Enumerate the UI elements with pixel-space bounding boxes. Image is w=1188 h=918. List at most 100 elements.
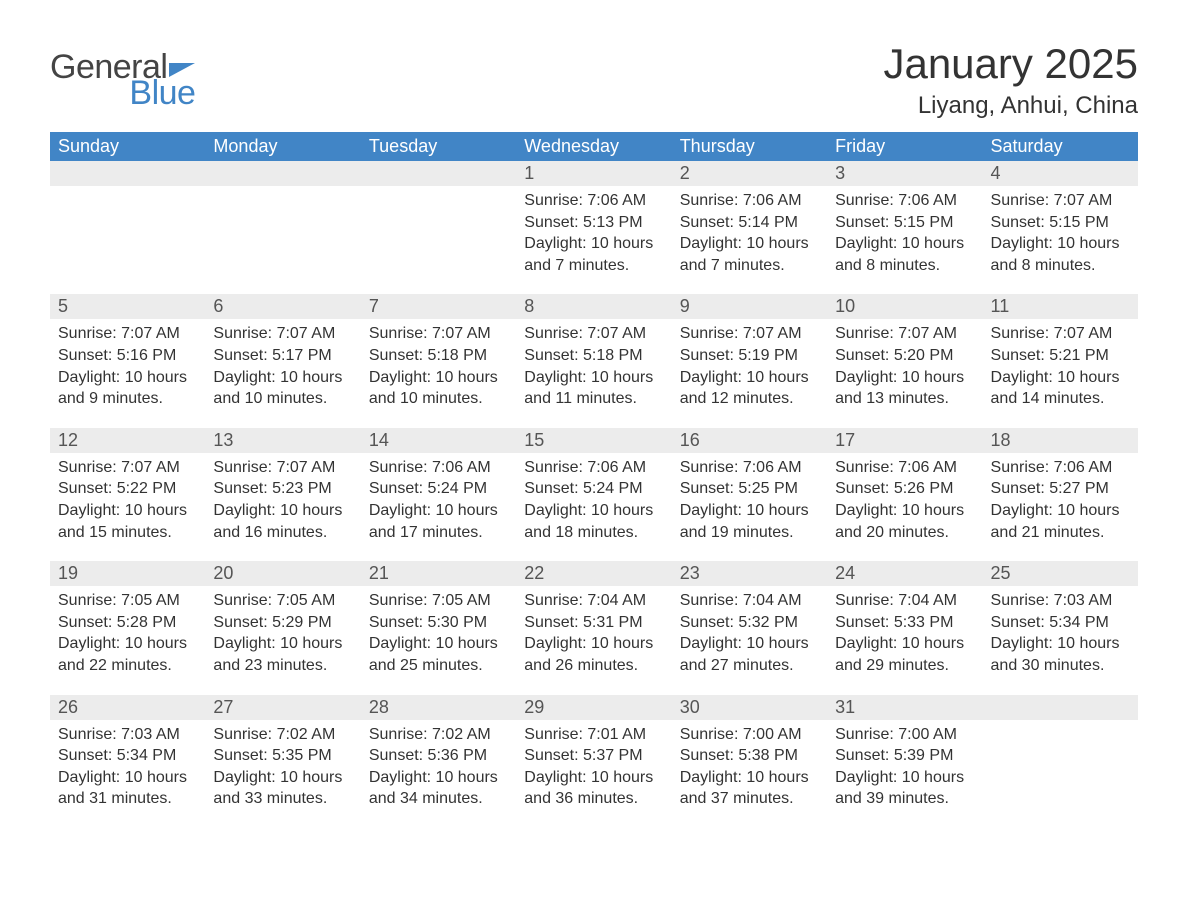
sunset-text: Sunset: 5:38 PM <box>680 745 819 767</box>
sunset-text: Sunset: 5:27 PM <box>991 478 1130 500</box>
day-body-cell: Sunrise: 7:03 AMSunset: 5:34 PMDaylight:… <box>50 720 205 828</box>
day-body-cell: Sunrise: 7:01 AMSunset: 5:37 PMDaylight:… <box>516 720 671 828</box>
logo: General Blue <box>50 40 195 110</box>
daylight-line2: and 29 minutes. <box>835 655 974 677</box>
daylight-line1: Daylight: 10 hours <box>369 500 508 522</box>
day-body-row: Sunrise: 7:03 AMSunset: 5:34 PMDaylight:… <box>50 720 1138 828</box>
day-number-cell: 21 <box>361 561 516 586</box>
day-number-cell: 8 <box>516 294 671 319</box>
daylight-line1: Daylight: 10 hours <box>213 767 352 789</box>
day-body-cell: Sunrise: 7:07 AMSunset: 5:17 PMDaylight:… <box>205 319 360 427</box>
daylight-line2: and 16 minutes. <box>213 522 352 544</box>
daylight-line2: and 8 minutes. <box>991 255 1130 277</box>
weekday-header: Saturday <box>983 132 1138 161</box>
day-number-row: 1234 <box>50 161 1138 186</box>
sunrise-text: Sunrise: 7:07 AM <box>991 190 1130 212</box>
daylight-line2: and 14 minutes. <box>991 388 1130 410</box>
daylight-line1: Daylight: 10 hours <box>524 233 663 255</box>
daylight-line2: and 25 minutes. <box>369 655 508 677</box>
daylight-line1: Daylight: 10 hours <box>58 500 197 522</box>
day-number: 10 <box>835 296 855 316</box>
day-number: 18 <box>991 430 1011 450</box>
sunrise-text: Sunrise: 7:05 AM <box>369 590 508 612</box>
daylight-line2: and 22 minutes. <box>58 655 197 677</box>
sunrise-text: Sunrise: 7:03 AM <box>991 590 1130 612</box>
daylight-line2: and 10 minutes. <box>369 388 508 410</box>
weekday-header: Friday <box>827 132 982 161</box>
day-number: 17 <box>835 430 855 450</box>
day-number: 7 <box>369 296 379 316</box>
sunset-text: Sunset: 5:34 PM <box>991 612 1130 634</box>
day-number: 12 <box>58 430 78 450</box>
daylight-line2: and 33 minutes. <box>213 788 352 810</box>
daylight-line1: Daylight: 10 hours <box>58 767 197 789</box>
day-number: 9 <box>680 296 690 316</box>
day-number: 5 <box>58 296 68 316</box>
day-body-cell: Sunrise: 7:07 AMSunset: 5:18 PMDaylight:… <box>516 319 671 427</box>
day-number-cell: 27 <box>205 695 360 720</box>
daylight-line2: and 39 minutes. <box>835 788 974 810</box>
day-number-cell: 7 <box>361 294 516 319</box>
sunrise-text: Sunrise: 7:06 AM <box>524 457 663 479</box>
sunset-text: Sunset: 5:22 PM <box>58 478 197 500</box>
daylight-line1: Daylight: 10 hours <box>680 367 819 389</box>
daylight-line2: and 18 minutes. <box>524 522 663 544</box>
day-number-cell: 19 <box>50 561 205 586</box>
daylight-line1: Daylight: 10 hours <box>991 633 1130 655</box>
sunset-text: Sunset: 5:13 PM <box>524 212 663 234</box>
page-header: General Blue January 2025 Liyang, Anhui,… <box>50 40 1138 120</box>
daylight-line1: Daylight: 10 hours <box>213 633 352 655</box>
day-number-row: 12131415161718 <box>50 428 1138 453</box>
day-number: 23 <box>680 563 700 583</box>
day-number-row: 567891011 <box>50 294 1138 319</box>
day-body-cell: Sunrise: 7:06 AMSunset: 5:25 PMDaylight:… <box>672 453 827 561</box>
day-body-cell: Sunrise: 7:02 AMSunset: 5:36 PMDaylight:… <box>361 720 516 828</box>
sunset-text: Sunset: 5:24 PM <box>524 478 663 500</box>
sunset-text: Sunset: 5:21 PM <box>991 345 1130 367</box>
daylight-line1: Daylight: 10 hours <box>58 367 197 389</box>
sunset-text: Sunset: 5:20 PM <box>835 345 974 367</box>
day-body-cell: Sunrise: 7:07 AMSunset: 5:22 PMDaylight:… <box>50 453 205 561</box>
day-number: 13 <box>213 430 233 450</box>
daylight-line2: and 31 minutes. <box>58 788 197 810</box>
sunset-text: Sunset: 5:17 PM <box>213 345 352 367</box>
daylight-line2: and 15 minutes. <box>58 522 197 544</box>
page-subtitle: Liyang, Anhui, China <box>883 92 1138 120</box>
day-number: 29 <box>524 697 544 717</box>
sunset-text: Sunset: 5:36 PM <box>369 745 508 767</box>
sunrise-text: Sunrise: 7:07 AM <box>369 323 508 345</box>
sunrise-text: Sunrise: 7:07 AM <box>58 457 197 479</box>
sunrise-text: Sunrise: 7:04 AM <box>680 590 819 612</box>
day-number: 15 <box>524 430 544 450</box>
sunrise-text: Sunrise: 7:07 AM <box>991 323 1130 345</box>
day-number-cell: 3 <box>827 161 982 186</box>
day-number: 1 <box>524 163 534 183</box>
day-number-cell: 15 <box>516 428 671 453</box>
sunrise-text: Sunrise: 7:03 AM <box>58 724 197 746</box>
daylight-line2: and 17 minutes. <box>369 522 508 544</box>
day-body-cell <box>361 186 516 294</box>
day-number: 26 <box>58 697 78 717</box>
daylight-line1: Daylight: 10 hours <box>680 500 819 522</box>
day-body-cell: Sunrise: 7:07 AMSunset: 5:15 PMDaylight:… <box>983 186 1138 294</box>
daylight-line2: and 26 minutes. <box>524 655 663 677</box>
day-number: 25 <box>991 563 1011 583</box>
sunset-text: Sunset: 5:26 PM <box>835 478 974 500</box>
weekday-header: Monday <box>205 132 360 161</box>
day-body-cell: Sunrise: 7:05 AMSunset: 5:28 PMDaylight:… <box>50 586 205 694</box>
daylight-line2: and 21 minutes. <box>991 522 1130 544</box>
daylight-line1: Daylight: 10 hours <box>835 633 974 655</box>
day-number-cell: 6 <box>205 294 360 319</box>
sunrise-text: Sunrise: 7:06 AM <box>369 457 508 479</box>
day-number: 21 <box>369 563 389 583</box>
sunrise-text: Sunrise: 7:06 AM <box>991 457 1130 479</box>
daylight-line2: and 11 minutes. <box>524 388 663 410</box>
daylight-line1: Daylight: 10 hours <box>213 500 352 522</box>
day-body-cell: Sunrise: 7:06 AMSunset: 5:26 PMDaylight:… <box>827 453 982 561</box>
day-body-cell: Sunrise: 7:04 AMSunset: 5:33 PMDaylight:… <box>827 586 982 694</box>
daylight-line1: Daylight: 10 hours <box>524 500 663 522</box>
daylight-line1: Daylight: 10 hours <box>835 233 974 255</box>
sunset-text: Sunset: 5:35 PM <box>213 745 352 767</box>
sunrise-text: Sunrise: 7:07 AM <box>58 323 197 345</box>
day-number: 4 <box>991 163 1001 183</box>
